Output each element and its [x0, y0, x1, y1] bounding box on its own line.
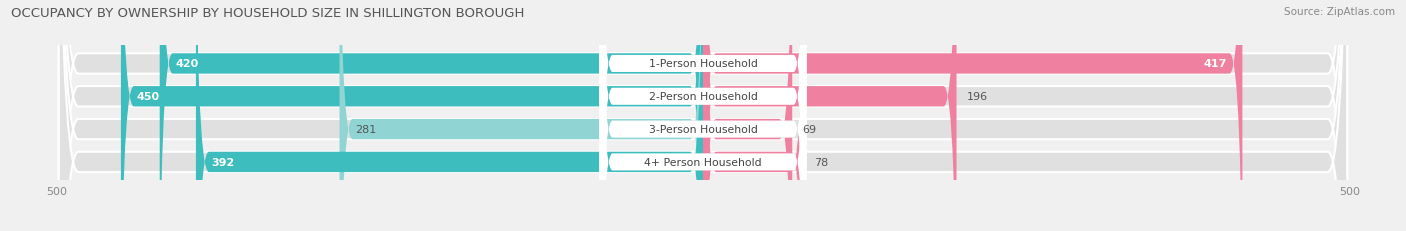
FancyBboxPatch shape	[599, 0, 807, 231]
FancyBboxPatch shape	[599, 0, 807, 231]
FancyBboxPatch shape	[703, 0, 1243, 231]
Text: 3-Person Household: 3-Person Household	[648, 125, 758, 134]
Text: 420: 420	[176, 59, 198, 69]
FancyBboxPatch shape	[121, 0, 703, 231]
FancyBboxPatch shape	[703, 0, 792, 231]
FancyBboxPatch shape	[59, 0, 1347, 231]
Text: 281: 281	[356, 125, 377, 134]
Text: 417: 417	[1204, 59, 1227, 69]
FancyBboxPatch shape	[59, 0, 1347, 231]
Text: 2-Person Household: 2-Person Household	[648, 92, 758, 102]
FancyBboxPatch shape	[160, 0, 703, 231]
FancyBboxPatch shape	[59, 0, 1347, 231]
FancyBboxPatch shape	[703, 0, 804, 231]
Text: 450: 450	[136, 92, 159, 102]
FancyBboxPatch shape	[703, 0, 956, 231]
Text: 392: 392	[211, 157, 235, 167]
FancyBboxPatch shape	[339, 0, 703, 231]
Text: 1-Person Household: 1-Person Household	[648, 59, 758, 69]
Text: OCCUPANCY BY OWNERSHIP BY HOUSEHOLD SIZE IN SHILLINGTON BOROUGH: OCCUPANCY BY OWNERSHIP BY HOUSEHOLD SIZE…	[11, 7, 524, 20]
Text: 196: 196	[967, 92, 988, 102]
FancyBboxPatch shape	[195, 0, 703, 231]
FancyBboxPatch shape	[599, 0, 807, 231]
FancyBboxPatch shape	[599, 0, 807, 231]
Text: 78: 78	[814, 157, 828, 167]
Text: 4+ Person Household: 4+ Person Household	[644, 157, 762, 167]
Text: 69: 69	[803, 125, 817, 134]
FancyBboxPatch shape	[59, 0, 1347, 231]
Text: Source: ZipAtlas.com: Source: ZipAtlas.com	[1284, 7, 1395, 17]
